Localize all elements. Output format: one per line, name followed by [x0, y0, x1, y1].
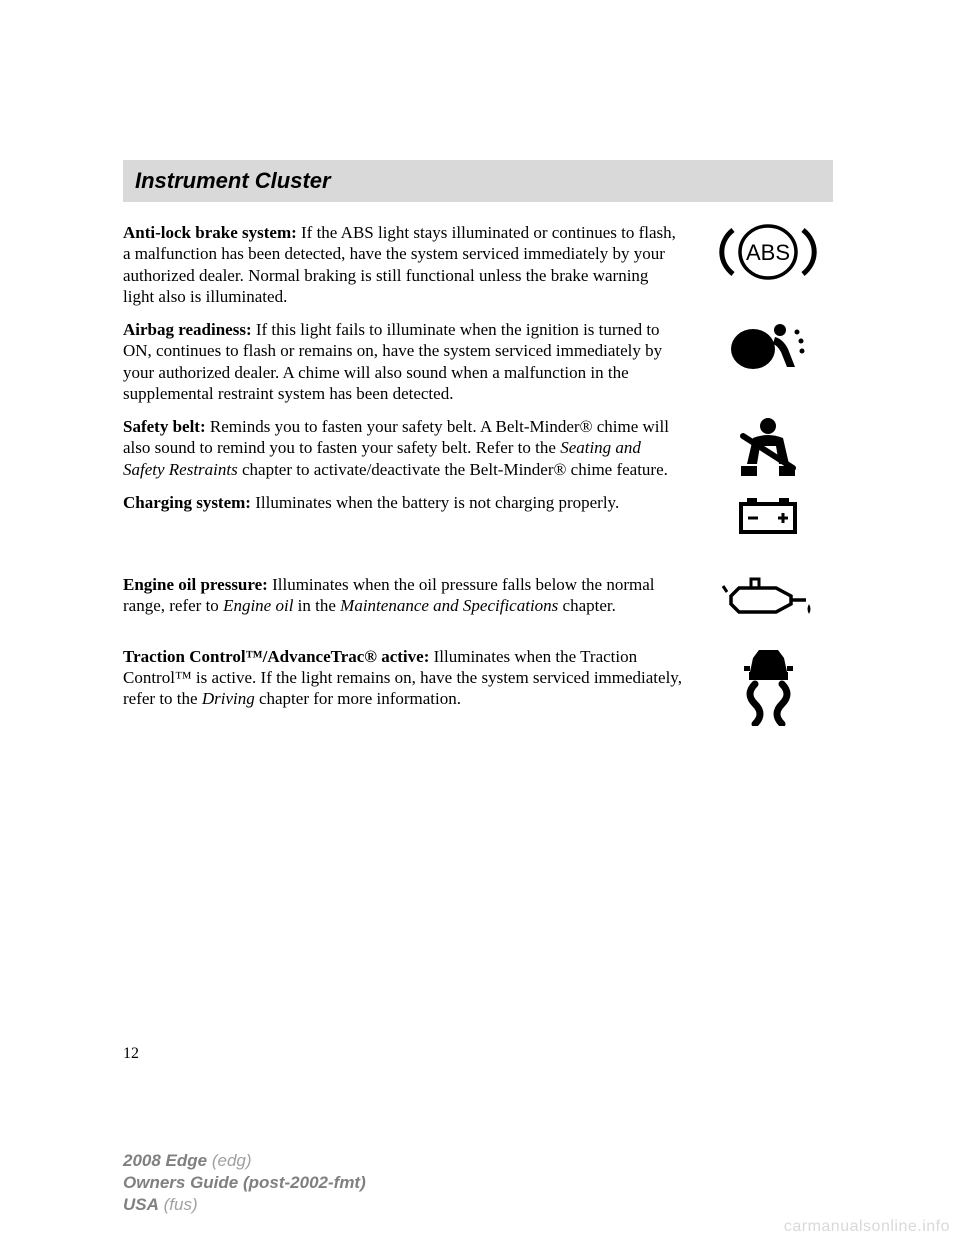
- abs-icon-label: ABS: [746, 240, 790, 265]
- traction-lead: Traction Control™/AdvanceTrac® active:: [123, 647, 429, 666]
- oil-text2: in the: [293, 596, 340, 615]
- oil-text3: chapter.: [558, 596, 616, 615]
- airbag-lead: Airbag readiness:: [123, 320, 252, 339]
- entry-traction: Traction Control™/AdvanceTrac® active: I…: [123, 646, 833, 726]
- section-title: Instrument Cluster: [135, 168, 331, 194]
- battery-icon: [703, 492, 833, 552]
- entry-charge: Charging system: Illuminates when the ba…: [123, 492, 833, 562]
- oil-icon: [703, 574, 833, 634]
- airbag-icon: [703, 319, 833, 379]
- content-area: ABS Anti-lock brake system: If the ABS l…: [123, 222, 833, 738]
- footer-l3-bold: USA: [123, 1195, 159, 1214]
- entry-airbag: Airbag readiness: If this light fails to…: [123, 319, 833, 404]
- footer-l1-grey: (edg): [207, 1151, 251, 1170]
- page-number: 12: [123, 1045, 139, 1063]
- oil-italic1: Engine oil: [223, 596, 293, 615]
- oil-lead: Engine oil pressure:: [123, 575, 268, 594]
- footer-l2-bold: Owners Guide (post-2002-fmt): [123, 1173, 366, 1192]
- traction-italic1: Driving: [202, 689, 255, 708]
- abs-icon: ABS: [703, 222, 833, 282]
- belt-text2: chapter to activate/deactivate the Belt-…: [238, 460, 668, 479]
- abs-lead: Anti-lock brake system:: [123, 223, 297, 242]
- watermark: carmanualsonline.info: [784, 1218, 950, 1236]
- traction-text2: chapter for more information.: [255, 689, 461, 708]
- footer: 2008 Edge (edg) Owners Guide (post-2002-…: [123, 1150, 366, 1216]
- charge-lead: Charging system:: [123, 493, 251, 512]
- entry-oil: Engine oil pressure: Illuminates when th…: [123, 574, 833, 634]
- oil-italic2: Maintenance and Specifications: [340, 596, 558, 615]
- belt-lead: Safety belt:: [123, 417, 206, 436]
- charge-text: Illuminates when the battery is not char…: [251, 493, 619, 512]
- entry-abs: ABS Anti-lock brake system: If the ABS l…: [123, 222, 833, 307]
- section-header: Instrument Cluster: [123, 160, 833, 202]
- entry-belt: Safety belt: Reminds you to fasten your …: [123, 416, 833, 480]
- seatbelt-icon: [703, 416, 833, 476]
- traction-icon: [703, 646, 833, 726]
- footer-l1-bold: 2008 Edge: [123, 1151, 207, 1170]
- footer-l3-grey: (fus): [159, 1195, 198, 1214]
